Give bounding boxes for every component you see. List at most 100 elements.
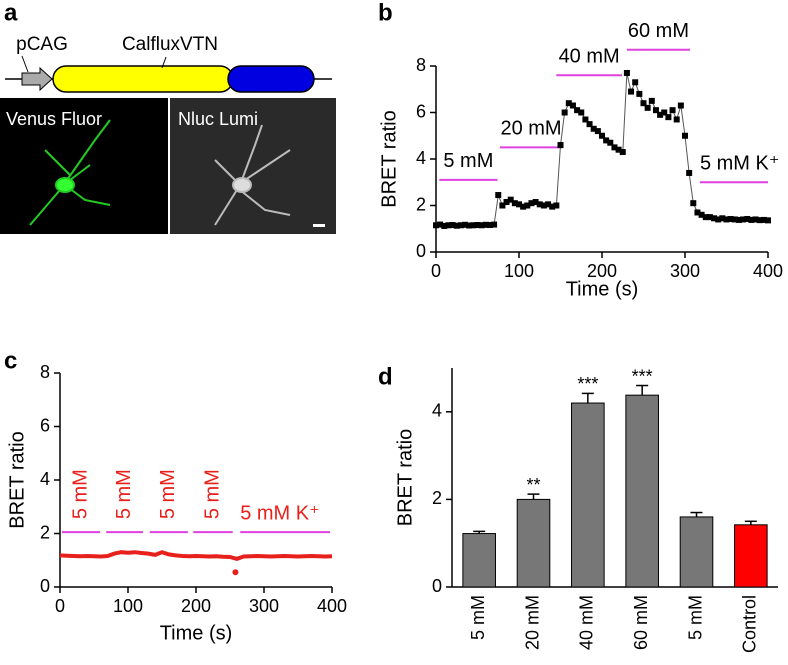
stimulus-label: 5 mM — [69, 469, 91, 519]
scale-bar — [313, 224, 325, 227]
data-point — [462, 221, 469, 228]
stimulus-label: 5 mM — [157, 469, 179, 519]
stimulus-label: 40 mM — [559, 46, 620, 68]
data-point — [437, 221, 444, 228]
data-point — [449, 222, 456, 229]
data-point — [474, 222, 481, 229]
x-tick-label: 5 mM — [685, 595, 705, 640]
data-point — [582, 116, 589, 123]
data-point — [536, 201, 543, 208]
data-point — [644, 104, 651, 111]
x-tick-label: 400 — [753, 261, 783, 281]
y-tick-label: 4 — [432, 401, 442, 421]
data-point — [723, 216, 730, 223]
data-point — [528, 200, 535, 207]
data-point — [686, 169, 693, 176]
lumi-image — [170, 98, 336, 234]
y-tick-label: 4 — [40, 469, 50, 489]
data-point — [457, 222, 464, 229]
data-point — [590, 125, 597, 132]
x-tick-label: 300 — [670, 261, 700, 281]
data-point — [578, 109, 585, 116]
data-point — [532, 199, 539, 206]
y-axis-title: BRET ratio — [6, 431, 28, 528]
x-tick-label: 100 — [504, 261, 534, 281]
data-point — [599, 132, 605, 139]
data-point — [586, 121, 593, 128]
y-axis-title: BRET ratio — [378, 110, 400, 207]
x-tick-label: 300 — [249, 596, 279, 616]
bar — [734, 524, 768, 588]
data-point — [565, 100, 572, 107]
data-point — [615, 146, 622, 153]
y-tick-label: 2 — [40, 522, 50, 542]
stimulus-label: 5 mM K⁺ — [700, 153, 779, 175]
data-point — [466, 222, 473, 229]
data-point — [682, 132, 688, 139]
data-point — [715, 216, 722, 223]
data-point — [719, 215, 726, 222]
data-point — [557, 142, 564, 149]
data-point — [486, 222, 493, 229]
data-point — [690, 200, 697, 207]
data-point — [677, 102, 684, 109]
y-tick-label: 4 — [416, 148, 426, 168]
data-point — [698, 211, 705, 218]
data-point — [520, 203, 527, 210]
data-point — [516, 201, 522, 208]
panel-label: a — [4, 0, 18, 26]
x-tick-label: 0 — [431, 261, 441, 281]
bar — [571, 402, 605, 588]
significance: *** — [577, 374, 598, 394]
data-point — [524, 202, 531, 209]
x-tick-label: 200 — [181, 596, 211, 616]
data-point — [594, 128, 601, 135]
stimulus-label: 5 mM K⁺ — [240, 502, 319, 524]
data-point — [433, 222, 439, 229]
y-tick-label: 2 — [416, 194, 426, 214]
panel-label: c — [4, 347, 17, 374]
x-tick-label: 60 mM — [631, 595, 651, 650]
data-point — [665, 114, 672, 121]
data-point — [574, 107, 581, 114]
x-tick-label: Control — [740, 595, 760, 653]
data-point — [669, 107, 676, 114]
bar — [516, 498, 551, 588]
data-point — [632, 79, 639, 86]
fluor-image — [0, 98, 168, 234]
data-point — [445, 222, 452, 229]
data-point — [553, 202, 560, 209]
data-point — [441, 222, 448, 229]
data-point — [545, 201, 552, 208]
y-axis-title: BRET ratio — [394, 429, 416, 526]
promoter-label: pCAG — [16, 34, 68, 55]
data-point — [748, 216, 755, 223]
data-point — [511, 200, 518, 207]
x-axis-title: Time (s) — [566, 278, 639, 300]
panel-label: b — [378, 0, 393, 26]
data-point — [561, 109, 568, 116]
data-point — [482, 221, 489, 228]
y-tick-label: 0 — [432, 576, 442, 596]
significance: ** — [526, 475, 540, 495]
y-tick-label: 0 — [416, 241, 426, 261]
data-point — [756, 217, 763, 224]
data-point — [735, 216, 742, 223]
x-tick-label: 5 mM — [468, 595, 488, 640]
neuron-gray — [214, 124, 291, 226]
data-line — [59, 550, 333, 561]
promoter-arrow — [21, 66, 53, 92]
y-tick-label: 6 — [416, 101, 426, 121]
data-point — [727, 215, 734, 222]
image-caption: Venus Fluor — [6, 109, 102, 129]
x-tick-label: 200 — [587, 261, 617, 281]
data-point — [711, 215, 718, 222]
x-tick-label: 40 mM — [577, 595, 597, 650]
data-point — [636, 90, 643, 97]
data-point — [740, 216, 747, 223]
stimulus-label: 5 mM — [201, 469, 223, 519]
data-point — [752, 216, 759, 223]
x-axis-title: Time (s) — [160, 622, 233, 644]
